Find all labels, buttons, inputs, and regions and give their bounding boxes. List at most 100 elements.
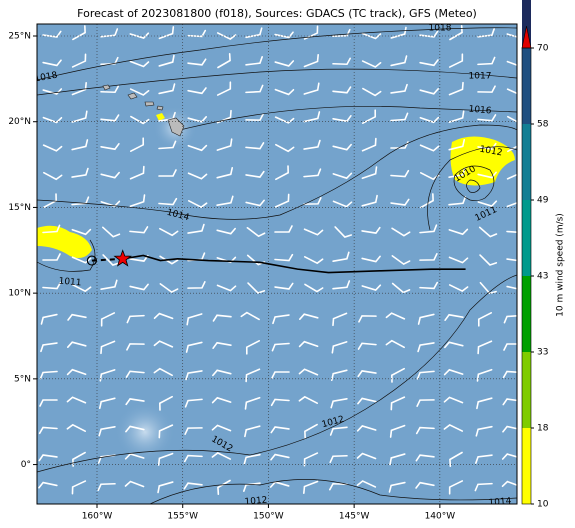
y-tick-label: 5°N (14, 374, 31, 384)
colorbar: 10 18 33 43 49 58 70 10 m wind speed (m/s) (521, 0, 566, 510)
wind-barb (417, 342, 435, 353)
wind-barb (183, 454, 203, 463)
wind-barb (332, 57, 352, 66)
wind-patch (37, 225, 92, 258)
wind-barb (506, 225, 517, 234)
wind-barb (362, 87, 382, 97)
wind-barb (298, 313, 319, 321)
wind-barb (129, 60, 150, 68)
wind-barb (184, 398, 203, 408)
wind-barb (448, 138, 466, 151)
x-tick-label: 160°W (82, 512, 113, 522)
wind-barb (415, 481, 435, 489)
wind-barb (40, 313, 58, 325)
wind-barb (157, 452, 174, 466)
forecast-track (122, 254, 466, 274)
wind-barb (501, 480, 517, 488)
wind-barb (419, 144, 440, 152)
wind-barb (71, 110, 88, 123)
wind-barb (158, 140, 177, 150)
wind-barb (38, 481, 58, 489)
wind-barb (124, 453, 145, 460)
wind-barb (270, 426, 290, 434)
wind-barb (448, 110, 465, 123)
wind-barb (98, 425, 116, 437)
wind-barb (358, 315, 377, 323)
wind-barb (130, 115, 150, 125)
wind-barb (129, 165, 145, 180)
wind-barb (216, 166, 234, 179)
colorbar-tick-label: 70 (537, 44, 549, 54)
wind-barb (153, 312, 174, 320)
current-position (113, 249, 132, 267)
wind-barb (391, 282, 411, 294)
wind-barb (502, 370, 517, 379)
wind-barb (506, 283, 517, 291)
wind-barb (506, 165, 517, 180)
isobar-label: 1011 (58, 277, 82, 289)
wind-barb (43, 193, 57, 209)
ocean (37, 24, 517, 504)
wind-barb (98, 397, 116, 410)
wind-barb (477, 312, 493, 327)
wind-barb (477, 200, 498, 207)
wind-barb (212, 314, 232, 322)
wind-barb (419, 116, 440, 124)
wind-barb (159, 395, 173, 411)
wind-barb (245, 56, 263, 66)
wind-barb (129, 254, 149, 262)
wind-barb (185, 370, 203, 381)
wind-barb (72, 25, 86, 41)
wind-barb (329, 426, 348, 436)
wind-barb (274, 282, 294, 290)
wind-barb (416, 370, 435, 380)
colorbar-segment (522, 124, 531, 200)
wind-barb (389, 453, 406, 466)
wind-barb (416, 399, 435, 407)
wind-barb (385, 312, 406, 320)
isobar-label: 1017 (469, 72, 492, 82)
wind-barb (390, 112, 409, 122)
wind-patch (450, 136, 515, 186)
wind-barb (303, 480, 319, 494)
wind-barbs (38, 25, 517, 495)
wind-barb (274, 60, 295, 67)
wind-barb (247, 282, 266, 294)
wind-barb (159, 283, 179, 294)
wind-barb (476, 397, 493, 410)
wind-barb (334, 226, 353, 238)
wind-barb (448, 480, 464, 495)
y-tick-label: 15°N (8, 203, 31, 213)
wind-barb (275, 165, 289, 181)
wind-barb (271, 371, 290, 379)
wind-barb (449, 451, 463, 467)
wind-barb (100, 200, 121, 208)
wind-barb (274, 88, 295, 96)
wind-barb (388, 481, 406, 493)
wind-barb (444, 313, 464, 321)
wind-barb (477, 171, 497, 179)
graticule (37, 24, 517, 504)
wind-barb (357, 397, 377, 405)
wind-barb (159, 255, 179, 265)
wind-barb (274, 253, 294, 262)
wind-barb (415, 454, 435, 462)
wind-barb (507, 115, 517, 125)
wind-barb (129, 283, 149, 291)
wind-barb (39, 399, 58, 407)
wind-barb (187, 144, 208, 152)
isobar-label: 1012 (479, 145, 503, 159)
wind-barb (274, 116, 295, 124)
wind-barb (66, 423, 87, 432)
wind-barb (274, 225, 293, 233)
wind-barb (100, 56, 119, 66)
wind-barb (304, 423, 318, 439)
isobar-label: 1012 (244, 496, 268, 508)
wind-barb (187, 281, 206, 289)
islands (102, 84, 185, 137)
wind-barb (507, 137, 517, 153)
colorbar-segment (522, 200, 531, 276)
colorbar-tick-label: 49 (537, 196, 549, 206)
wind-barb (71, 53, 87, 68)
wind-barb (158, 424, 174, 439)
